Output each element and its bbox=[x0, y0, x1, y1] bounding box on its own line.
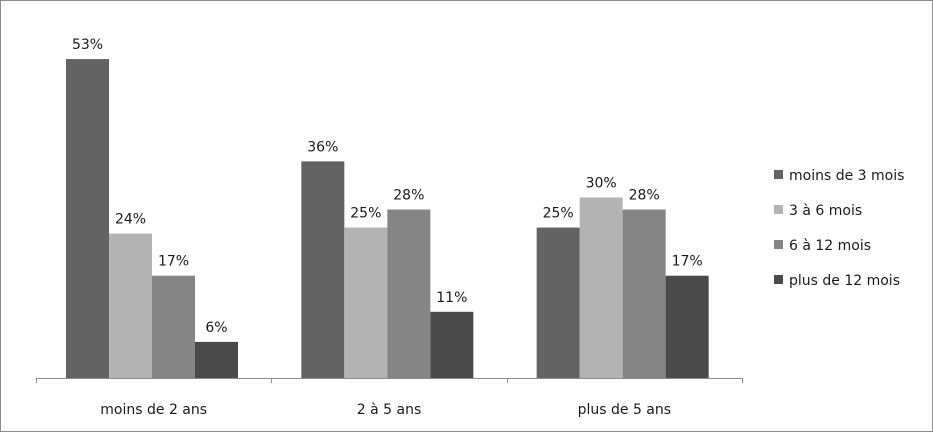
bar-plus-de-12-mois-cat-3 bbox=[665, 275, 709, 378]
bar-3-6-mois-cat-3 bbox=[579, 197, 623, 378]
data-label: 17% bbox=[672, 254, 703, 270]
data-label: 6% bbox=[205, 320, 227, 336]
data-label: 25% bbox=[543, 206, 574, 222]
legend-swatch bbox=[774, 240, 783, 249]
data-label: 25% bbox=[350, 206, 381, 222]
data-label: 36% bbox=[307, 139, 338, 155]
data-label: 30% bbox=[586, 175, 617, 191]
data-labels-layer: 53% 36% 25% 24% 25% 30% 17% 28% 28% 6% 11% 17% bbox=[72, 37, 703, 336]
bar-3-6-mois-cat-1 bbox=[109, 233, 152, 378]
bar-moins-de-3-mois-cat-1 bbox=[66, 59, 109, 379]
legend-label: moins de 3 mois bbox=[789, 168, 904, 184]
bar-moins-de-3-mois-cat-2 bbox=[301, 161, 345, 378]
data-label: 53% bbox=[72, 37, 103, 53]
data-label: 28% bbox=[629, 188, 660, 204]
x-axis: moins de 2 ans 2 à 5 ans plus de 5 ans bbox=[36, 378, 743, 418]
data-label: 28% bbox=[393, 188, 424, 204]
bar-plus-de-12-mois-cat-1 bbox=[195, 341, 238, 378]
bars-layer bbox=[66, 59, 709, 379]
legend-swatch bbox=[774, 205, 783, 214]
legend-swatch bbox=[774, 170, 783, 179]
legend-swatch bbox=[774, 275, 783, 284]
data-label: 11% bbox=[436, 290, 467, 306]
legend-label: plus de 12 mois bbox=[789, 273, 900, 289]
x-tick-label: plus de 5 ans bbox=[578, 402, 671, 418]
bar-6-12-mois-cat-3 bbox=[622, 209, 666, 378]
bar-moins-de-3-mois-cat-3 bbox=[536, 227, 580, 378]
bar-plus-de-12-mois-cat-2 bbox=[430, 311, 474, 378]
data-label: 24% bbox=[115, 212, 146, 228]
legend-label: 6 à 12 mois bbox=[789, 238, 871, 254]
x-tick-label: 2 à 5 ans bbox=[357, 402, 422, 418]
legend: moins de 3 mois 3 à 6 mois 6 à 12 mois plus… bbox=[774, 168, 904, 289]
legend-label: 3 à 6 mois bbox=[789, 203, 862, 219]
x-tick-label: moins de 2 ans bbox=[100, 402, 207, 418]
bar-3-6-mois-cat-2 bbox=[344, 227, 388, 378]
bar-6-12-mois-cat-1 bbox=[152, 275, 195, 378]
data-label: 17% bbox=[158, 254, 189, 270]
bar-6-12-mois-cat-2 bbox=[387, 209, 431, 378]
